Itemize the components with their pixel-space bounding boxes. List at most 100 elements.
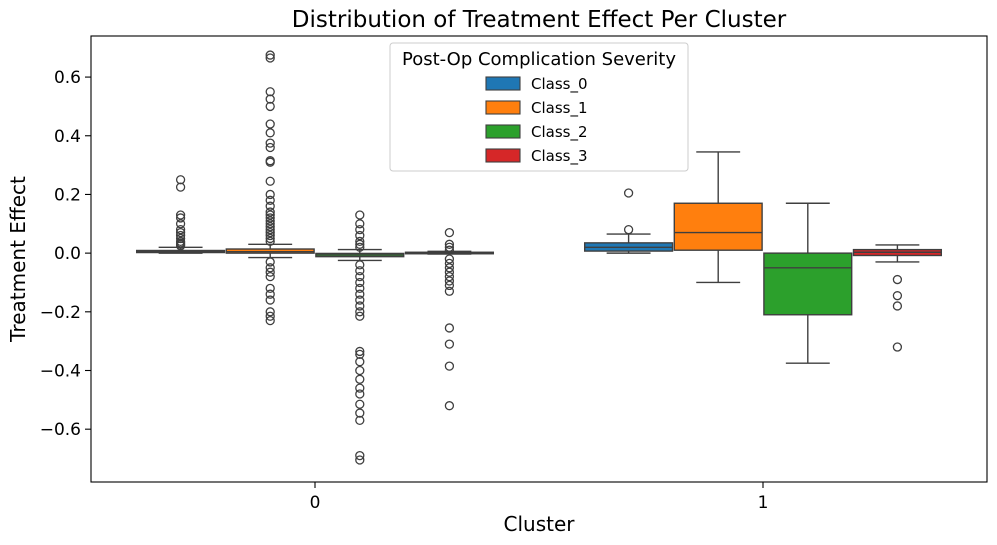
outlier-point xyxy=(444,323,455,333)
box-class-1-cluster-1 xyxy=(673,151,763,284)
outlier-point xyxy=(355,277,365,288)
box-body xyxy=(673,202,763,251)
y-tick-label: 0.0 xyxy=(54,244,81,264)
outlier-point xyxy=(355,349,365,360)
legend-label: Class_0 xyxy=(531,75,588,94)
outlier-point xyxy=(175,210,186,220)
outlier-point xyxy=(265,53,275,63)
box-class-0-cluster-1 xyxy=(583,188,674,254)
x-tick-label: 0 xyxy=(310,493,321,513)
outlier-point xyxy=(444,258,455,269)
y-tick-label: 0.2 xyxy=(54,185,81,205)
y-tick-label: 0.4 xyxy=(54,127,81,147)
outlier-point xyxy=(175,182,186,192)
outlier-point xyxy=(444,239,455,249)
outlier-point xyxy=(265,263,275,273)
outlier-point xyxy=(265,227,275,238)
box-body xyxy=(763,252,853,316)
outlier-point xyxy=(892,342,903,352)
outlier-point xyxy=(355,455,365,465)
outlier-point xyxy=(355,289,365,299)
outlier-point xyxy=(355,307,365,317)
outlier-point xyxy=(444,401,455,411)
outlier-point xyxy=(175,227,186,238)
outlier-point xyxy=(355,365,365,376)
outlier-point xyxy=(444,280,455,291)
plot-frame xyxy=(90,35,988,483)
box-class-1-cluster-0 xyxy=(225,50,315,326)
y-axis-label: Treatment Effect xyxy=(6,176,30,343)
outlier-point xyxy=(355,260,365,270)
outlier-point xyxy=(444,339,455,349)
outlier-point xyxy=(265,138,275,148)
outlier-point xyxy=(265,222,275,232)
outlier-point xyxy=(355,357,365,367)
outlier-point xyxy=(355,450,365,461)
outlier-point xyxy=(265,289,275,299)
outlier-point xyxy=(444,263,455,273)
outlier-point xyxy=(355,346,365,357)
box-class-3-cluster-1 xyxy=(852,244,943,352)
outlier-point xyxy=(265,195,275,205)
outlier-point xyxy=(265,119,275,129)
outlier-point xyxy=(265,128,275,138)
outlier-point xyxy=(355,230,365,241)
outlier-point xyxy=(265,216,275,226)
outlier-point xyxy=(355,301,365,311)
outlier-point xyxy=(175,225,186,235)
outlier-point xyxy=(355,239,365,249)
outlier-point xyxy=(355,236,365,247)
outlier-point xyxy=(444,286,455,296)
y-tick-label: −0.6 xyxy=(40,420,81,440)
outlier-point xyxy=(623,188,634,198)
outlier-point xyxy=(265,157,275,167)
outlier-point xyxy=(265,189,275,200)
plot-area xyxy=(135,50,943,465)
outlier-point xyxy=(265,207,275,217)
outlier-point xyxy=(355,271,365,282)
outlier-point xyxy=(892,301,903,311)
outlier-point xyxy=(444,267,455,277)
outlier-point xyxy=(265,201,275,211)
outlier-point xyxy=(265,315,275,326)
legend-title: Post-Op Complication Severity xyxy=(402,49,676,70)
x-tick-label: 1 xyxy=(758,493,769,513)
legend-label: Class_1 xyxy=(531,99,588,118)
outlier-point xyxy=(355,219,365,229)
box-class-2-cluster-0 xyxy=(315,210,405,465)
outlier-point xyxy=(175,230,186,241)
box-class-0-cluster-0 xyxy=(135,175,226,254)
outlier-point xyxy=(265,50,275,60)
x-axis-label: Cluster xyxy=(504,512,576,536)
outlier-point xyxy=(355,242,365,252)
outlier-point xyxy=(265,87,275,97)
outlier-point xyxy=(265,233,275,244)
outlier-point xyxy=(892,291,903,301)
outlier-point xyxy=(265,230,275,241)
outlier-point xyxy=(175,219,186,229)
outlier-point xyxy=(444,276,455,286)
legend-swatch xyxy=(485,76,521,91)
outlier-point xyxy=(355,399,365,409)
outlier-point xyxy=(265,94,275,104)
outlier-point xyxy=(355,408,365,418)
y-tick-label: 0.6 xyxy=(54,68,81,88)
outlier-point xyxy=(444,271,455,282)
outlier-point xyxy=(265,295,275,305)
outlier-point xyxy=(355,210,365,220)
legend-frame xyxy=(389,42,689,172)
outlier-point xyxy=(265,283,275,293)
y-tick-label: −0.2 xyxy=(40,303,81,323)
outlier-point xyxy=(265,101,275,112)
outlier-point xyxy=(175,175,186,185)
outlier-point xyxy=(265,311,275,321)
legend-label: Class_2 xyxy=(531,123,588,142)
legend-label: Class_3 xyxy=(531,147,588,166)
outlier-point xyxy=(444,245,455,255)
outlier-point xyxy=(355,266,365,276)
outlier-point xyxy=(444,361,455,371)
outlier-point xyxy=(355,374,365,384)
legend-swatch xyxy=(485,124,521,139)
outlier-point xyxy=(265,267,275,277)
